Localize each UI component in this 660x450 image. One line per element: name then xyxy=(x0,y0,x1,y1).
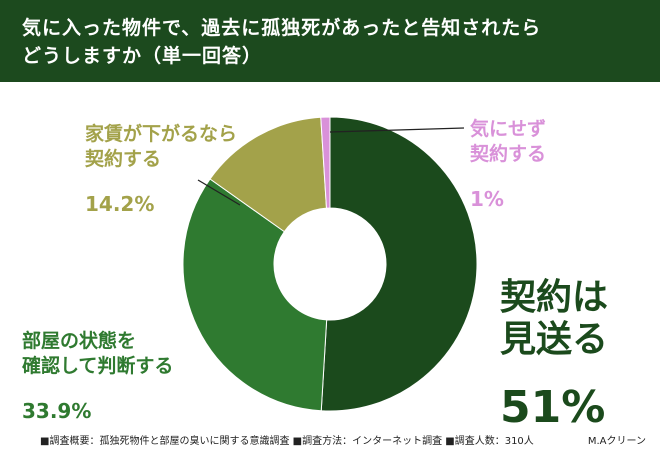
category-label: 家賃が下がるなら 契約する xyxy=(85,123,238,170)
footnote: ■調査概要：孤独死物件と部屋の臭いに関する意識調査 ■調査方法：インターネット調… xyxy=(40,436,534,447)
title-banner: 気に入った物件で、過去に孤独死があったと告知されたら どうしますか（単一回答） xyxy=(0,0,660,82)
category-label: 気にせず 契約する xyxy=(470,118,547,165)
value-label: 33.9% xyxy=(22,399,92,423)
leader-line xyxy=(329,127,465,133)
value-label: 51% xyxy=(500,382,606,433)
leader-line xyxy=(197,179,241,206)
label-group: 家賃が下がるなら 契約する 14.2% xyxy=(85,103,237,236)
label-group: 部屋の状態を 確認して判断する 33.9% xyxy=(22,310,173,443)
value-label: 14.2% xyxy=(85,192,155,216)
pie-slice xyxy=(182,178,328,412)
value-label: 1% xyxy=(470,187,504,211)
chart-title: 気に入った物件で、過去に孤独死があったと告知されたら どうしますか（単一回答） xyxy=(22,17,542,67)
category-label: 部屋の状態を 確認して判断する xyxy=(22,330,174,377)
pie-slice xyxy=(320,116,478,412)
source: M.Aクリーン xyxy=(587,436,646,447)
pie-slice xyxy=(320,116,331,209)
label-group: 気にせず 契約する 1% xyxy=(470,98,546,231)
category-label: 契約は 見送る xyxy=(500,277,609,360)
label-group: 契約は 見送る 51% xyxy=(500,258,608,450)
